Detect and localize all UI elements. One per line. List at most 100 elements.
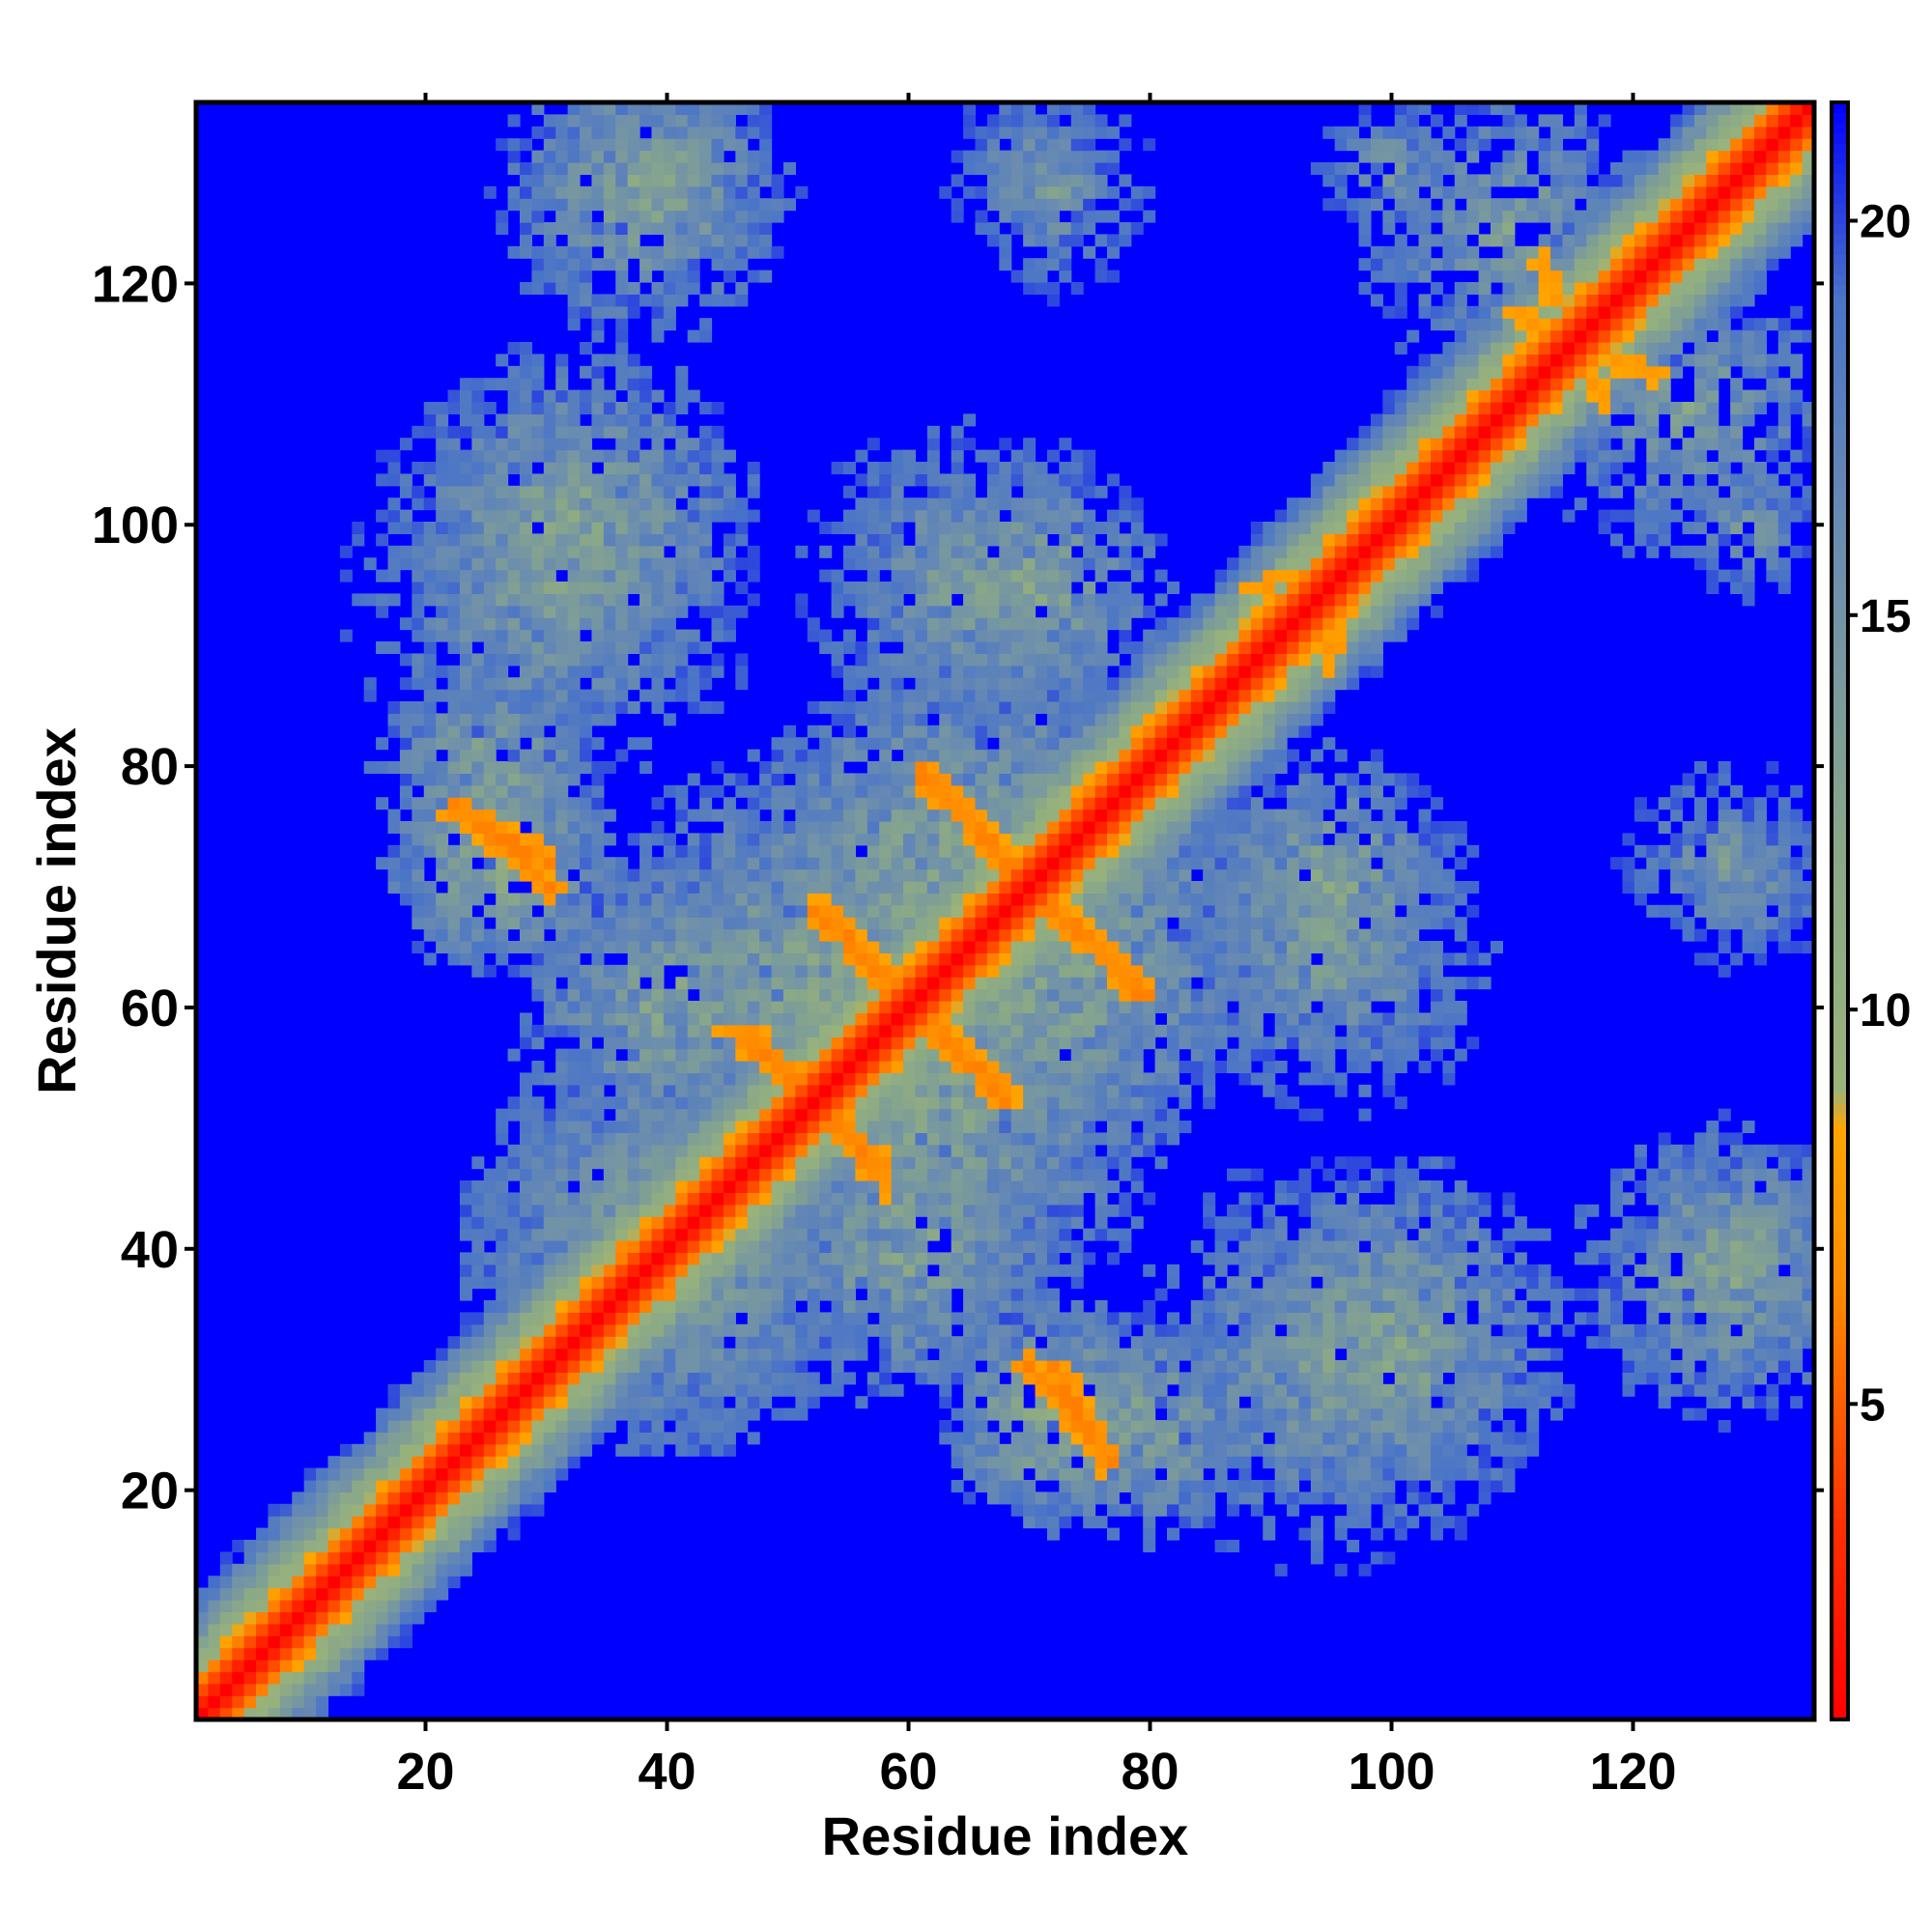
heatmap-cell [615, 1252, 629, 1265]
heatmap-cell [219, 1683, 233, 1696]
heatmap-cell [975, 1323, 988, 1337]
heatmap-cell [1010, 773, 1024, 786]
heatmap-cell [939, 773, 952, 786]
heatmap-cell [1010, 1360, 1024, 1373]
heatmap-cell [903, 737, 917, 751]
heatmap-cell [771, 1204, 784, 1217]
heatmap-cell [555, 617, 569, 631]
heatmap-cell [555, 1360, 569, 1373]
heatmap-cell [747, 988, 760, 1002]
heatmap-cell [795, 844, 809, 858]
heatmap-cell [232, 1623, 245, 1636]
heatmap-cell [1023, 1407, 1037, 1421]
heatmap-cell [939, 1432, 952, 1445]
heatmap-cell [603, 904, 616, 918]
heatmap-cell [1059, 977, 1072, 990]
heatmap-cell [843, 821, 857, 834]
heatmap-cell [1046, 1383, 1060, 1397]
heatmap-cell [603, 509, 616, 523]
heatmap-cell [651, 641, 665, 654]
heatmap-cell [303, 1623, 317, 1636]
heatmap-cell [735, 1084, 749, 1097]
heatmap-cell [580, 724, 593, 738]
heatmap-cell [939, 1168, 952, 1181]
heatmap-cell [376, 1407, 389, 1421]
heatmap-cell [651, 185, 665, 199]
heatmap-cell [651, 462, 665, 474]
heatmap-cell [843, 1252, 857, 1265]
heatmap-cell [675, 438, 689, 451]
heatmap-cell [555, 198, 569, 212]
heatmap-cell [567, 737, 581, 751]
heatmap-cell [603, 1228, 616, 1241]
heatmap-cell [543, 150, 556, 163]
heatmap-cell [903, 1180, 917, 1193]
heatmap-cell [436, 1348, 449, 1361]
heatmap-cell [520, 1396, 533, 1409]
heatmap-cell [436, 449, 449, 463]
heatmap-cell [1059, 941, 1072, 953]
heatmap-cell [975, 641, 988, 654]
heatmap-cell [327, 1647, 341, 1661]
heatmap-cell [915, 1192, 928, 1206]
heatmap-cell [1010, 677, 1024, 691]
heatmap-cell [256, 1576, 270, 1589]
heatmap-cell [855, 1168, 868, 1181]
heatmap-cell [759, 1360, 773, 1373]
heatmap-cell [771, 1037, 784, 1050]
heatmap-cell [543, 569, 556, 582]
heatmap-cell [963, 1383, 977, 1397]
heatmap-cell [843, 881, 857, 894]
heatmap-cell [855, 1096, 868, 1110]
heatmap-cell [567, 449, 581, 463]
heatmap-cell [999, 1132, 1012, 1146]
heatmap-cell [1059, 1001, 1072, 1013]
heatmap-cell [520, 1204, 533, 1217]
heatmap-cell [723, 1216, 736, 1230]
heatmap-cell [843, 952, 857, 966]
heatmap-cell [639, 462, 653, 474]
heatmap-cell [1035, 1121, 1048, 1133]
heatmap-cell [555, 1168, 569, 1181]
heatmap-cell [555, 1072, 569, 1086]
heatmap-cell [531, 545, 545, 558]
heatmap-cell [507, 1252, 521, 1265]
heatmap-cell [507, 1396, 521, 1409]
heatmap-cell [1023, 1312, 1037, 1325]
heatmap-cell [603, 462, 616, 474]
heatmap-cell [915, 724, 928, 738]
heatmap-cell [639, 904, 653, 918]
heatmap-cell [939, 593, 952, 607]
heatmap-cell [603, 185, 616, 199]
heatmap-cell [496, 1264, 509, 1277]
heatmap-cell [1035, 844, 1048, 858]
heatmap-cell [843, 1228, 857, 1241]
heatmap-cell [975, 1240, 988, 1253]
heatmap-cell [483, 1276, 497, 1290]
heatmap-cell [591, 1216, 605, 1230]
heatmap-cell [879, 881, 893, 894]
heatmap-cell [699, 1407, 713, 1421]
heatmap-cell [555, 1420, 569, 1433]
heatmap-cell [352, 1456, 365, 1469]
heatmap-cell [867, 724, 880, 738]
heatmap-cell [507, 617, 521, 631]
heatmap-cell [986, 677, 1000, 691]
heatmap-cell [520, 724, 533, 738]
heatmap-cell [639, 1323, 653, 1337]
heatmap-cell [747, 797, 760, 810]
heatmap-cell [603, 1001, 616, 1013]
heatmap-cell [1010, 1204, 1024, 1217]
heatmap-cell [567, 821, 581, 834]
heatmap-cell [759, 270, 773, 283]
heatmap-cell [591, 593, 605, 607]
heatmap-cell [867, 1288, 880, 1301]
heatmap-cell [795, 593, 809, 607]
heatmap-cell [531, 1323, 545, 1337]
heatmap-cell [986, 904, 1000, 918]
heatmap-cell [747, 928, 760, 942]
heatmap-cell [232, 1660, 245, 1672]
heatmap-cell [639, 389, 653, 403]
heatmap-cell [459, 1360, 472, 1373]
heatmap-cell [412, 1432, 425, 1445]
